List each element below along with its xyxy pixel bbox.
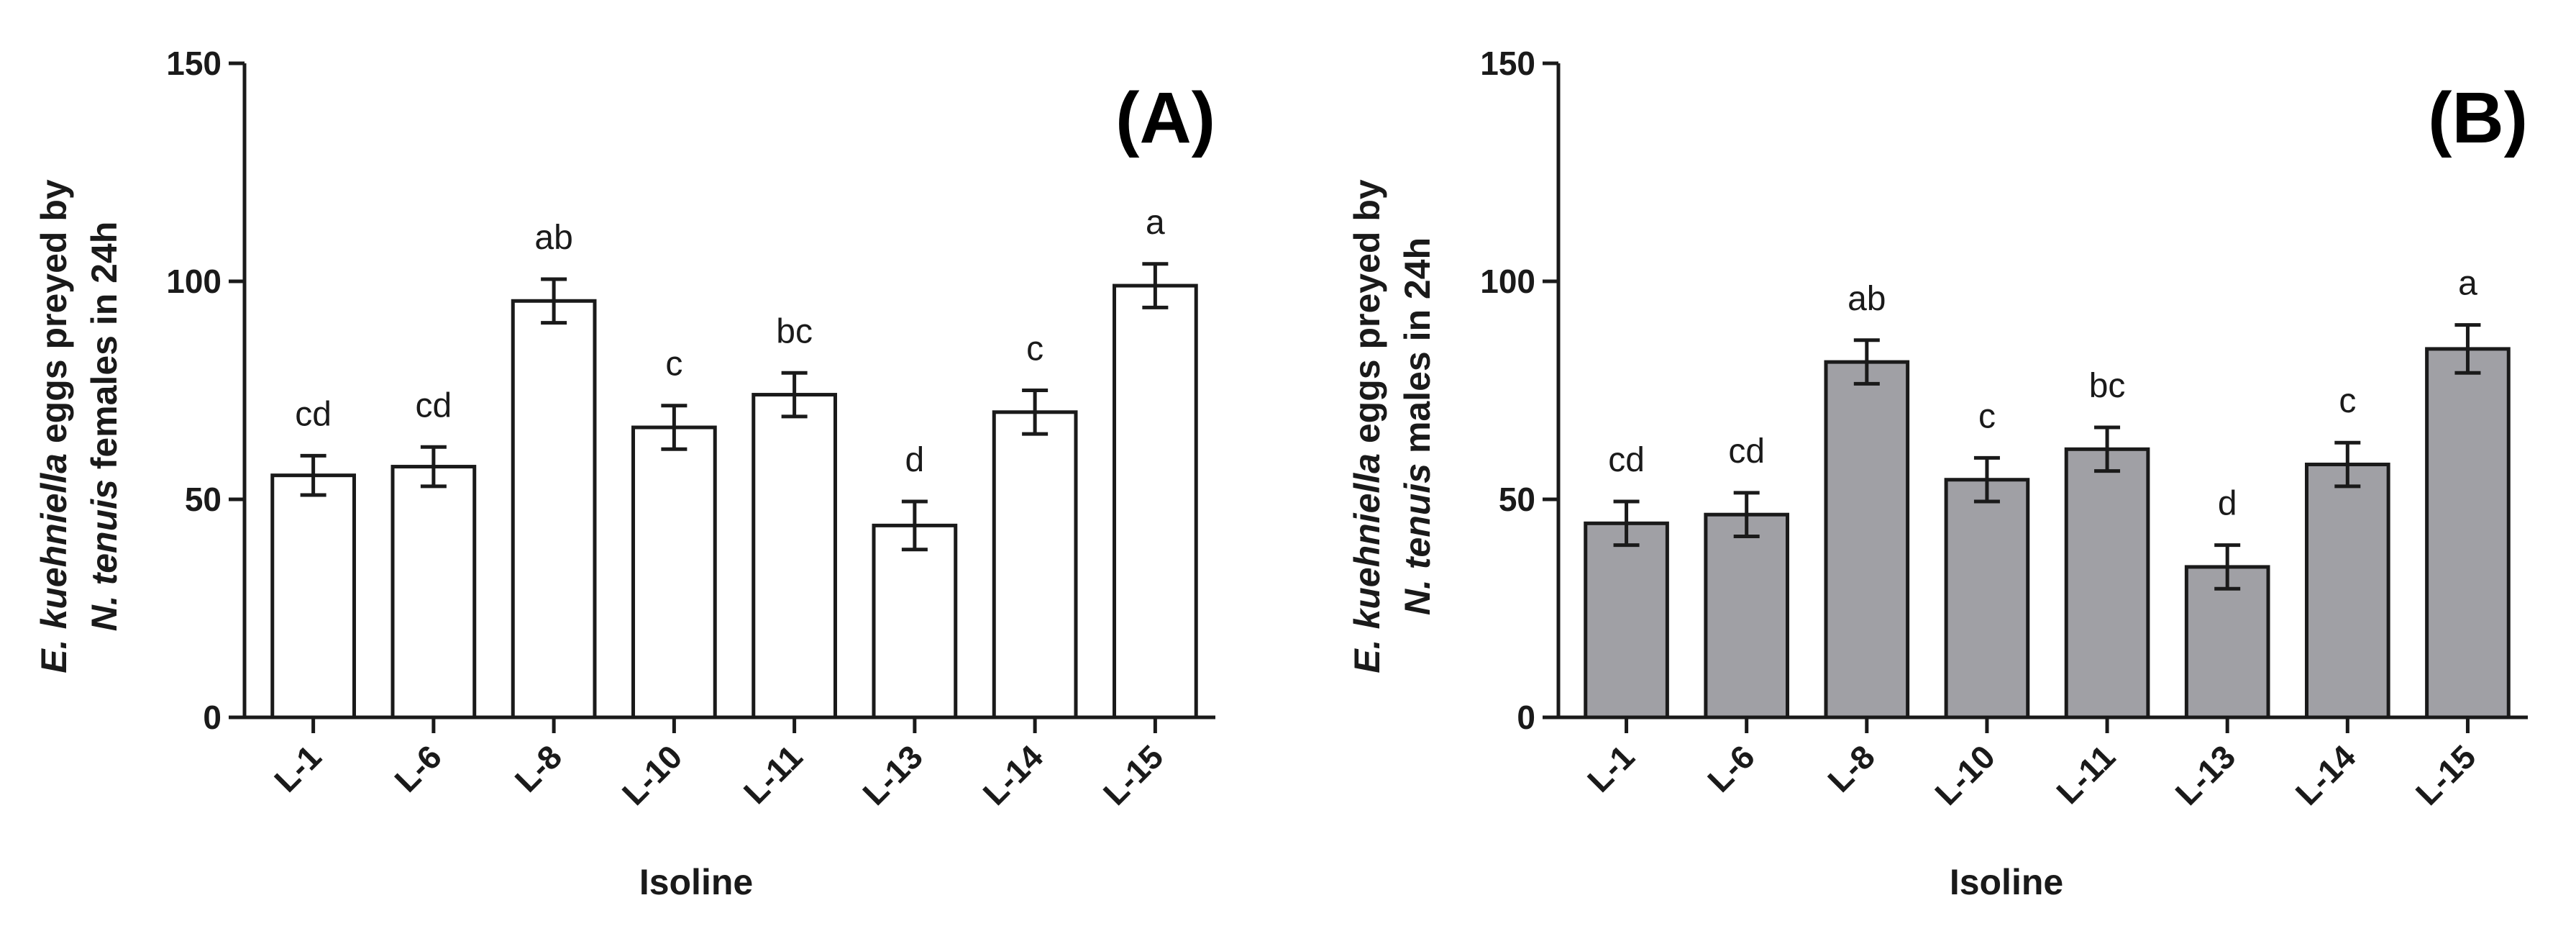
bar <box>511 299 597 720</box>
significance-label: a <box>1146 204 1165 242</box>
panel-label: (A) <box>1115 78 1215 158</box>
y-tick-label: 100 <box>166 263 221 300</box>
y-axis-title-text: eggs preyed by <box>34 179 74 453</box>
bar <box>752 393 837 720</box>
x-tick-label: L-15 <box>1096 737 1171 812</box>
y-tick-label: 150 <box>1480 45 1535 82</box>
y-tick-label: 50 <box>185 481 221 518</box>
x-tick-label: L-8 <box>508 737 570 799</box>
bar <box>1944 478 2030 720</box>
x-tick-label: L-6 <box>1700 737 1762 799</box>
y-axis-title-line-2: N. tenuis females in 24h <box>84 222 124 632</box>
x-tick-label: L-13 <box>2168 737 2243 812</box>
y-tick-label: 50 <box>1499 481 1535 518</box>
bar <box>2425 347 2511 720</box>
y-tick-label: 0 <box>203 699 221 736</box>
x-tick-label: L-10 <box>615 737 690 812</box>
y-axis-title-text: males in 24h <box>1397 237 1438 463</box>
significance-label: bc <box>2089 367 2126 405</box>
bar <box>992 410 1078 720</box>
x-tick-label: L-14 <box>2288 737 2363 812</box>
y-axis-title-italic: E. kuehniella <box>1347 453 1387 673</box>
x-tick-label: L-1 <box>267 737 329 799</box>
y-axis-title-line-2: N. tenuis males in 24h <box>1397 237 1438 615</box>
panel-label: (B) <box>2428 78 2528 158</box>
y-tick-label: 150 <box>166 45 221 82</box>
bar <box>270 473 356 720</box>
significance-label: c <box>1026 330 1043 368</box>
significance-label: bc <box>776 312 813 350</box>
significance-label: d <box>2218 485 2237 523</box>
x-tick-label: L-1 <box>1580 737 1642 799</box>
significance-label: ab <box>1847 280 1886 318</box>
y-axis-title-italic: N. tenuis <box>1397 463 1438 615</box>
significance-label: d <box>905 441 925 479</box>
y-tick-label: 0 <box>1517 699 1535 736</box>
significance-label: c <box>2339 382 2356 420</box>
bar <box>872 523 958 720</box>
x-tick-label: L-11 <box>2049 737 2122 811</box>
bar <box>1824 360 1910 720</box>
x-axis-title: Isoline <box>639 862 753 902</box>
significance-label: a <box>2458 265 2477 303</box>
x-tick-label: L-10 <box>1927 737 2002 812</box>
bar <box>1584 521 1669 720</box>
x-axis-title: Isoline <box>1950 862 2063 902</box>
bar <box>2064 447 2150 720</box>
panel-a: 0 50 100 150 E. kuehniella eggs preyed byN. … <box>34 45 1215 902</box>
x-tick-label: L-6 <box>387 737 449 799</box>
y-axis-title-line-1: E. kuehniella eggs preyed by <box>1347 179 1387 673</box>
significance-label: c <box>665 345 682 383</box>
bar <box>1113 283 1198 720</box>
bar <box>2304 463 2390 720</box>
bar <box>1704 512 1790 720</box>
x-tick-label: L-13 <box>855 737 930 812</box>
y-tick-label: 100 <box>1480 263 1535 300</box>
panel-b: 0 50 100 150 E. kuehniella eggs preyed byN. … <box>1347 45 2528 902</box>
x-tick-label: L-15 <box>2408 737 2483 812</box>
significance-label: cd <box>295 395 332 433</box>
bar <box>390 465 477 720</box>
x-tick-label: L-14 <box>976 737 1051 812</box>
x-tick-label: L-8 <box>1820 737 1882 799</box>
x-tick-label: L-11 <box>736 737 810 811</box>
y-axis-title-italic: N. tenuis <box>84 479 124 631</box>
significance-label: cd <box>1728 432 1765 471</box>
significance-label: cd <box>416 386 452 425</box>
significance-label: cd <box>1608 441 1645 479</box>
significance-label: ab <box>534 219 572 257</box>
y-axis-title-italic: E. kuehniella <box>34 453 74 673</box>
y-axis-title-text: eggs preyed by <box>1347 179 1387 453</box>
y-axis-title-line-1: E. kuehniella eggs preyed by <box>34 179 74 673</box>
bar <box>631 425 717 720</box>
significance-label: c <box>1978 397 1996 435</box>
y-axis-title-text: females in 24h <box>84 222 124 480</box>
